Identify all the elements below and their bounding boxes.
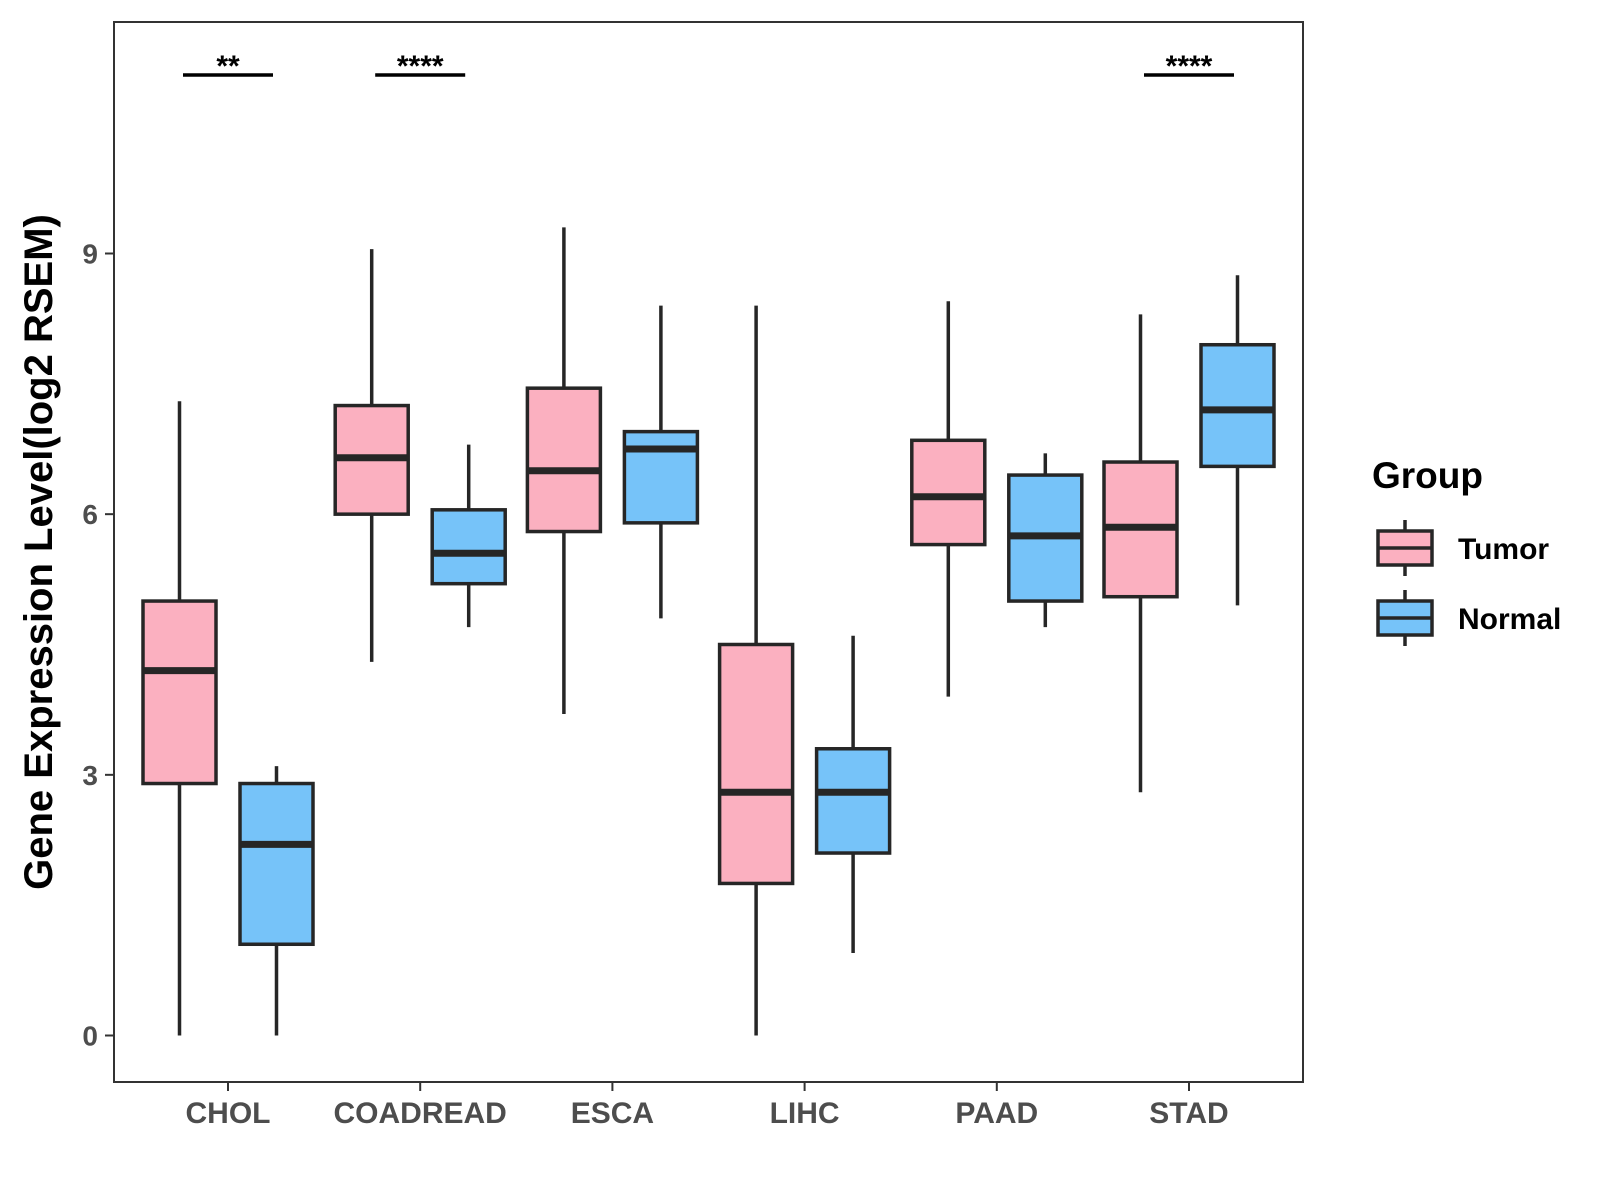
x-tick-label-coadread: COADREAD — [334, 1097, 507, 1130]
box-paad-tumor — [910, 301, 987, 697]
box-lihc-tumor — [717, 305, 795, 1036]
boxes-layer — [141, 227, 1276, 1036]
box-lihc-normal — [814, 635, 892, 953]
legend: Group Tumor Normal — [1372, 455, 1561, 646]
box-coadread-tumor — [333, 249, 410, 662]
significance-label-chol: ** — [216, 50, 240, 83]
box-coadread-normal — [430, 444, 507, 628]
legend-label-normal: Normal — [1458, 603, 1561, 636]
box-chol-tumor — [141, 401, 218, 1036]
box-body-coadread-normal — [430, 508, 507, 586]
x-tick-label-paad: PAAD — [955, 1097, 1038, 1130]
box-body-chol-tumor — [141, 599, 218, 786]
x-axis: CHOL COADREAD ESCA LIHC PAAD STAD — [186, 1082, 1229, 1130]
y-tick-label-3: 3 — [82, 760, 98, 791]
x-tick-label-esca: ESCA — [571, 1097, 654, 1130]
significance-layer: ** **** **** — [183, 50, 1234, 83]
box-body-chol-normal — [238, 781, 315, 947]
box-body-esca-normal — [622, 429, 700, 525]
significance-coadread: **** — [375, 50, 466, 83]
y-tick-label-0: 0 — [82, 1021, 98, 1052]
box-stad-normal — [1199, 275, 1276, 606]
legend-title: Group — [1372, 455, 1483, 496]
box-stad-tumor — [1102, 314, 1179, 793]
y-tick-label-6: 6 — [82, 499, 98, 530]
significance-label-coadread: **** — [397, 50, 444, 83]
significance-stad: **** — [1144, 50, 1234, 83]
y-axis-label: Gene Expression Level(log2 RSEM) — [17, 214, 61, 890]
box-paad-normal — [1007, 453, 1084, 628]
significance-label-stad: **** — [1166, 50, 1213, 83]
y-axis: 0 3 6 9 — [82, 239, 114, 1052]
box-body-lihc-normal — [814, 747, 892, 855]
box-esca-tumor — [525, 227, 603, 715]
box-esca-normal — [622, 305, 700, 619]
box-chol-normal — [238, 766, 315, 1036]
box-body-paad-tumor — [910, 438, 987, 547]
x-tick-label-chol: CHOL — [186, 1097, 271, 1130]
legend-label-tumor: Tumor — [1458, 533, 1549, 566]
box-body-lihc-tumor — [717, 642, 795, 886]
legend-key-normal — [1376, 590, 1434, 646]
box-body-stad-normal — [1199, 342, 1276, 469]
y-tick-label-9: 9 — [82, 239, 98, 270]
x-tick-label-lihc: LIHC — [770, 1097, 840, 1130]
x-tick-label-stad: STAD — [1149, 1097, 1228, 1130]
legend-key-tumor — [1376, 520, 1434, 576]
box-body-esca-tumor — [525, 386, 603, 534]
significance-chol: ** — [183, 50, 273, 83]
